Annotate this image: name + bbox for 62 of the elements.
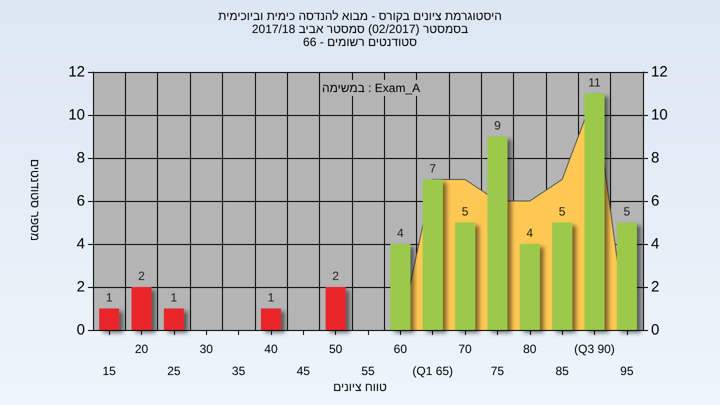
x-tick-label: 45 bbox=[296, 364, 310, 378]
bar bbox=[552, 222, 572, 330]
chart-subtitle: בסמסטר (02/2017) סמסטר אביב 2017/18 סטודנטים רשומים - 66 bbox=[250, 22, 470, 49]
x-tick-label: 35 bbox=[232, 364, 246, 378]
data-label: 9 bbox=[494, 118, 502, 132]
bar bbox=[164, 308, 184, 330]
x-tick-label: 75 bbox=[490, 364, 504, 378]
x-tick-label: 25 bbox=[167, 364, 181, 378]
data-label: 4 bbox=[397, 226, 404, 240]
data-label: 4 bbox=[526, 226, 534, 240]
annotation: במשימה : Exam_A bbox=[322, 81, 420, 95]
x-axis-title: טווח ציונים bbox=[332, 380, 388, 394]
bar bbox=[422, 180, 443, 330]
y2-tick-label: 6 bbox=[651, 192, 660, 210]
bar bbox=[260, 308, 281, 330]
x-tick-label: 70 bbox=[458, 342, 472, 356]
bar bbox=[132, 287, 152, 330]
bar bbox=[99, 308, 120, 330]
x-tick-label: 60 bbox=[394, 342, 408, 356]
y-tick-label: 6 bbox=[76, 192, 85, 210]
x-tick-label: 50 bbox=[328, 342, 343, 356]
x-tick-label: 30 bbox=[200, 342, 214, 356]
data-label: 2 bbox=[332, 269, 340, 283]
bar bbox=[455, 222, 476, 330]
data-label: 2 bbox=[138, 269, 146, 283]
x-tick-label: 80 bbox=[523, 342, 537, 356]
y-tick-label: 2 bbox=[76, 278, 85, 296]
y2-tick-label: 4 bbox=[651, 236, 660, 252]
y-tick-label: 12 bbox=[68, 64, 85, 80]
y2-tick-label: 12 bbox=[651, 64, 668, 80]
bar bbox=[326, 287, 346, 330]
data-label: 1 bbox=[106, 290, 113, 304]
bar bbox=[520, 244, 540, 330]
x-tick-label: 15 bbox=[102, 364, 116, 378]
x-tick-label: (Q3 90) bbox=[574, 342, 615, 356]
x-tick-label: 95 bbox=[620, 364, 634, 378]
x-tick-label: (Q1 65) bbox=[412, 364, 454, 378]
bar bbox=[584, 94, 604, 330]
y-tick-label: 8 bbox=[76, 150, 85, 166]
data-label: 5 bbox=[558, 204, 566, 218]
chart-title: היסטוגרמת ציונים בקורס - מבוא להנדסה כימית וביוכימית bbox=[217, 9, 503, 23]
x-tick-label: 55 bbox=[361, 364, 375, 378]
y2-tick-label: 0 bbox=[651, 322, 660, 338]
data-label: 5 bbox=[623, 204, 630, 218]
y2-tick-label: 10 bbox=[651, 106, 668, 124]
y-tick-label: 4 bbox=[76, 236, 85, 252]
data-label: 11 bbox=[588, 76, 602, 90]
data-label: 5 bbox=[462, 204, 469, 218]
y-tick-label: 0 bbox=[76, 322, 85, 338]
y2-tick-label: 2 bbox=[651, 278, 660, 296]
bar bbox=[487, 136, 508, 330]
x-tick-label: 40 bbox=[264, 342, 278, 356]
y-axis-title: מספר סטודנטים bbox=[28, 158, 42, 242]
y-tick-label: 10 bbox=[68, 106, 85, 124]
data-label: 7 bbox=[429, 162, 436, 176]
data-label: 1 bbox=[170, 290, 178, 304]
y2-tick-label: 8 bbox=[651, 150, 660, 166]
x-tick-label: 85 bbox=[555, 364, 570, 378]
bar bbox=[616, 222, 637, 330]
x-tick-label: 20 bbox=[134, 342, 149, 356]
bar bbox=[390, 244, 410, 330]
data-label: 1 bbox=[268, 290, 275, 304]
